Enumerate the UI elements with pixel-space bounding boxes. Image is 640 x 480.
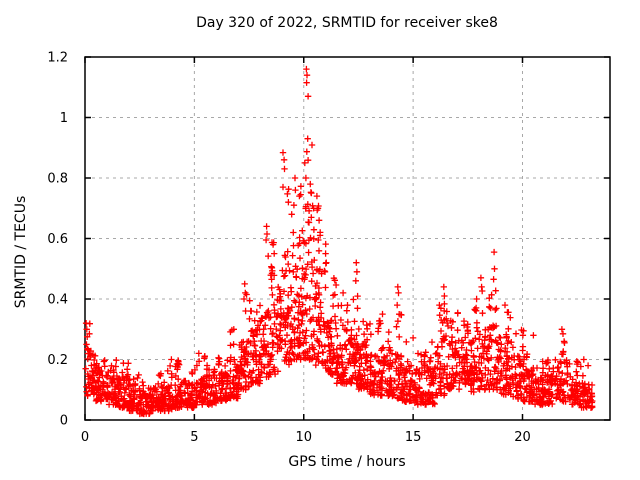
y-axis-label: SRMTID / TECUs — [13, 196, 29, 309]
tick-labels: 0 5 10 15 20 0 0.2 0.4 0.6 0.8 1 1.2 — [47, 51, 530, 446]
x-axis-label: GPS time / hours — [288, 454, 405, 470]
x-tick-label: 15 — [405, 430, 422, 445]
y-tick-label: 1.2 — [47, 51, 68, 66]
scatter-points-path — [82, 65, 596, 418]
y-tick-label: 0 — [60, 414, 68, 429]
y-tick-label: 0.6 — [47, 232, 68, 247]
y-tick-label: 0.2 — [47, 353, 68, 368]
scatter-points — [82, 65, 596, 418]
x-tick-label: 5 — [190, 430, 198, 445]
y-tick-label: 0.4 — [47, 293, 68, 308]
chart-title: Day 320 of 2022, SRMTID for receiver ske… — [196, 15, 498, 31]
y-tick-label: 1 — [60, 111, 68, 126]
y-tick-label: 0.8 — [47, 172, 68, 187]
axes — [84, 56, 611, 421]
x-tick-label: 0 — [81, 430, 89, 445]
x-tick-label: 20 — [514, 430, 531, 445]
x-tick-label: 10 — [295, 430, 312, 445]
